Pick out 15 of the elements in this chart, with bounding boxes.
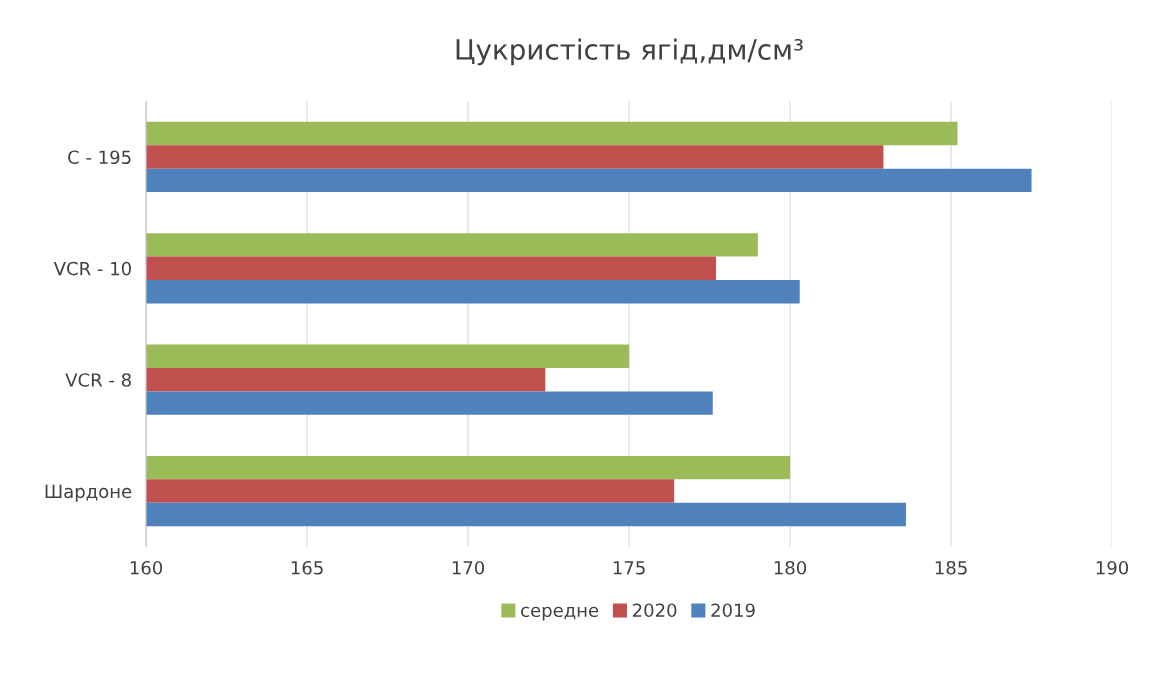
x-tick-label: 160 xyxy=(130,560,163,575)
x-tick-label: 175 xyxy=(613,561,645,575)
legend-label: середне xyxy=(521,606,599,621)
x-tick-label: 185 xyxy=(935,560,967,575)
x-tick-label: 180 xyxy=(774,560,807,575)
y-tick-label: VCR - 8 xyxy=(65,373,131,387)
x-tick-label: 190 xyxy=(1096,560,1129,575)
chart-title: Цукристість ягід,дм/см³ xyxy=(456,38,803,66)
y-tick-label: VCR - 10 xyxy=(53,261,131,276)
y-tick-label: C - 195 xyxy=(68,150,131,165)
x-tick-label: 165 xyxy=(291,560,323,575)
legend-label: 2019 xyxy=(711,603,755,618)
legend-label: 2020 xyxy=(632,603,677,618)
x-tick-label: 170 xyxy=(452,560,485,575)
y-tick-label: Шардоне xyxy=(45,484,132,502)
